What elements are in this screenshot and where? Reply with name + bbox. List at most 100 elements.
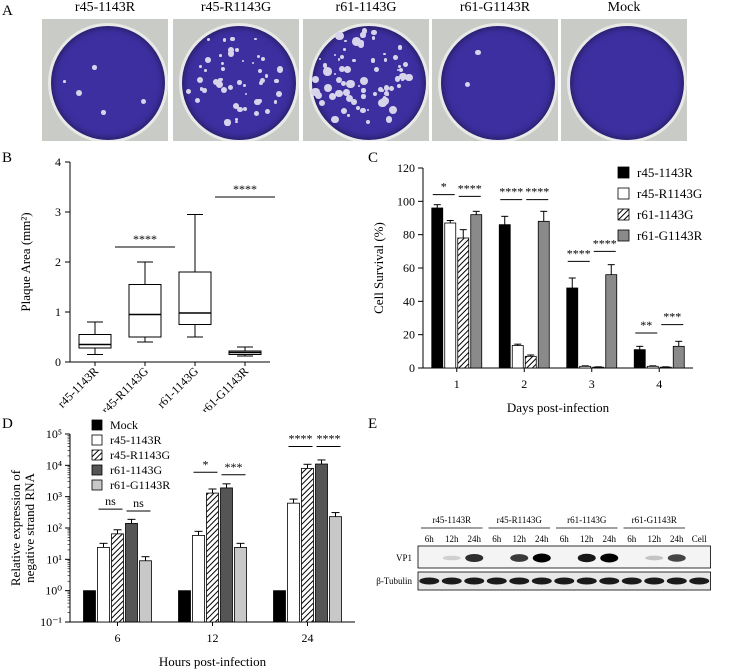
significance-label: **** (317, 431, 341, 445)
plaque (398, 65, 402, 69)
panel-d-chart: 10⁻¹ 10⁰ 10¹ 10² 10³ 10⁴ 10⁵ Relative expressio… (8, 418, 355, 669)
plaque (227, 46, 235, 54)
panel-e-blot: r45-1143R 6h 12h 24h r45-R1143G 6h 12h 24h r61-1… (376, 515, 711, 591)
plaque (220, 86, 228, 93)
blot-group-label: r45-R1143G (497, 515, 543, 525)
plaque (322, 62, 328, 68)
y-tick-label: 10⁻¹ (40, 615, 62, 629)
blot-time-label: 24h (535, 534, 549, 544)
plaque (464, 81, 471, 88)
plaque (383, 91, 389, 97)
plate-title: r45-R1143G (200, 0, 272, 15)
bar (524, 355, 537, 369)
plaque (275, 90, 283, 98)
vp1-band (645, 555, 664, 561)
plaque (381, 89, 385, 93)
plaque (242, 84, 246, 87)
tubulin-band (509, 577, 530, 585)
plaque (324, 83, 333, 93)
y-axis-label: Plaque Area (mm²) (18, 212, 33, 311)
plaque (334, 53, 337, 56)
bar (178, 590, 191, 623)
plaque (360, 77, 369, 86)
blot-time-label: 6h (627, 534, 637, 544)
plaque (323, 67, 332, 76)
blot-row-label: VP1 (396, 553, 412, 563)
blot-time-label: 6h (560, 534, 570, 544)
legend-label: r45-R1143G (110, 448, 171, 462)
plaque (260, 77, 266, 83)
tubulin-band (554, 577, 575, 585)
y-tick-label: 4 (55, 155, 61, 169)
plaque (401, 75, 406, 79)
bar (605, 274, 618, 369)
vp1-band (465, 554, 484, 562)
plaque (356, 106, 361, 111)
plaque (378, 98, 387, 108)
plaque (343, 89, 350, 97)
plaque (233, 103, 240, 109)
blot-time-label: 12h (513, 534, 527, 544)
significance-label: **** (525, 185, 549, 199)
panel-a-label: A (2, 3, 13, 19)
culture-dish (438, 23, 558, 141)
blot-group-label: r61-1143G (567, 515, 607, 525)
plaque (373, 67, 379, 72)
legend-swatch (91, 434, 103, 446)
plaque (220, 62, 224, 66)
plaque (388, 105, 397, 114)
plaque (218, 78, 223, 82)
bar (125, 523, 138, 623)
plaque (338, 66, 345, 73)
y-tick-label: 2 (55, 255, 61, 269)
x-tick-label: r61-1143G (154, 364, 201, 411)
plaque (351, 99, 357, 105)
plaque (335, 89, 343, 98)
plaque (345, 95, 354, 103)
tubulin-band (419, 577, 440, 585)
y-tick-label: 60 (403, 261, 415, 275)
plaque (242, 106, 248, 112)
plaque (229, 36, 235, 42)
plaque (312, 75, 319, 83)
plaque (330, 115, 339, 124)
tubulin-band (689, 577, 710, 585)
y-tick-label: 1 (55, 305, 61, 319)
y-tick-label: 10⁵ (46, 427, 62, 441)
legend-label: Mock (110, 418, 138, 432)
bar (329, 516, 342, 623)
box (128, 284, 162, 338)
plaque (273, 100, 277, 104)
plaque (361, 94, 366, 99)
plaque (185, 89, 191, 95)
plaque (475, 49, 481, 56)
legend-label: r61-1143G (110, 463, 163, 477)
bar (633, 349, 646, 369)
plaque (140, 98, 146, 104)
plaque (383, 58, 388, 62)
significance-label: * (203, 457, 209, 471)
plate-image (303, 19, 429, 141)
plaque (92, 65, 97, 70)
plaque (264, 74, 268, 78)
plaque (398, 67, 404, 72)
tubulin-band (486, 577, 507, 585)
y-tick-label: 40 (403, 294, 415, 308)
plaque (395, 76, 401, 82)
x-tick-label: 4 (656, 377, 662, 391)
x-tick-label: 24 (302, 631, 314, 645)
panel-c-label: C (368, 150, 379, 166)
plaque (397, 83, 401, 88)
box (178, 271, 212, 325)
bar (457, 237, 470, 369)
plaque (340, 54, 345, 59)
plaque (199, 87, 204, 91)
x-tick-label: r45-1143R (55, 364, 101, 410)
plaque (245, 93, 248, 96)
plaque (343, 47, 346, 51)
bar (301, 467, 314, 623)
significance-label: *** (663, 310, 681, 324)
plaque (274, 79, 279, 84)
blot-time-label: 12h (580, 534, 594, 544)
plaque (235, 47, 240, 52)
